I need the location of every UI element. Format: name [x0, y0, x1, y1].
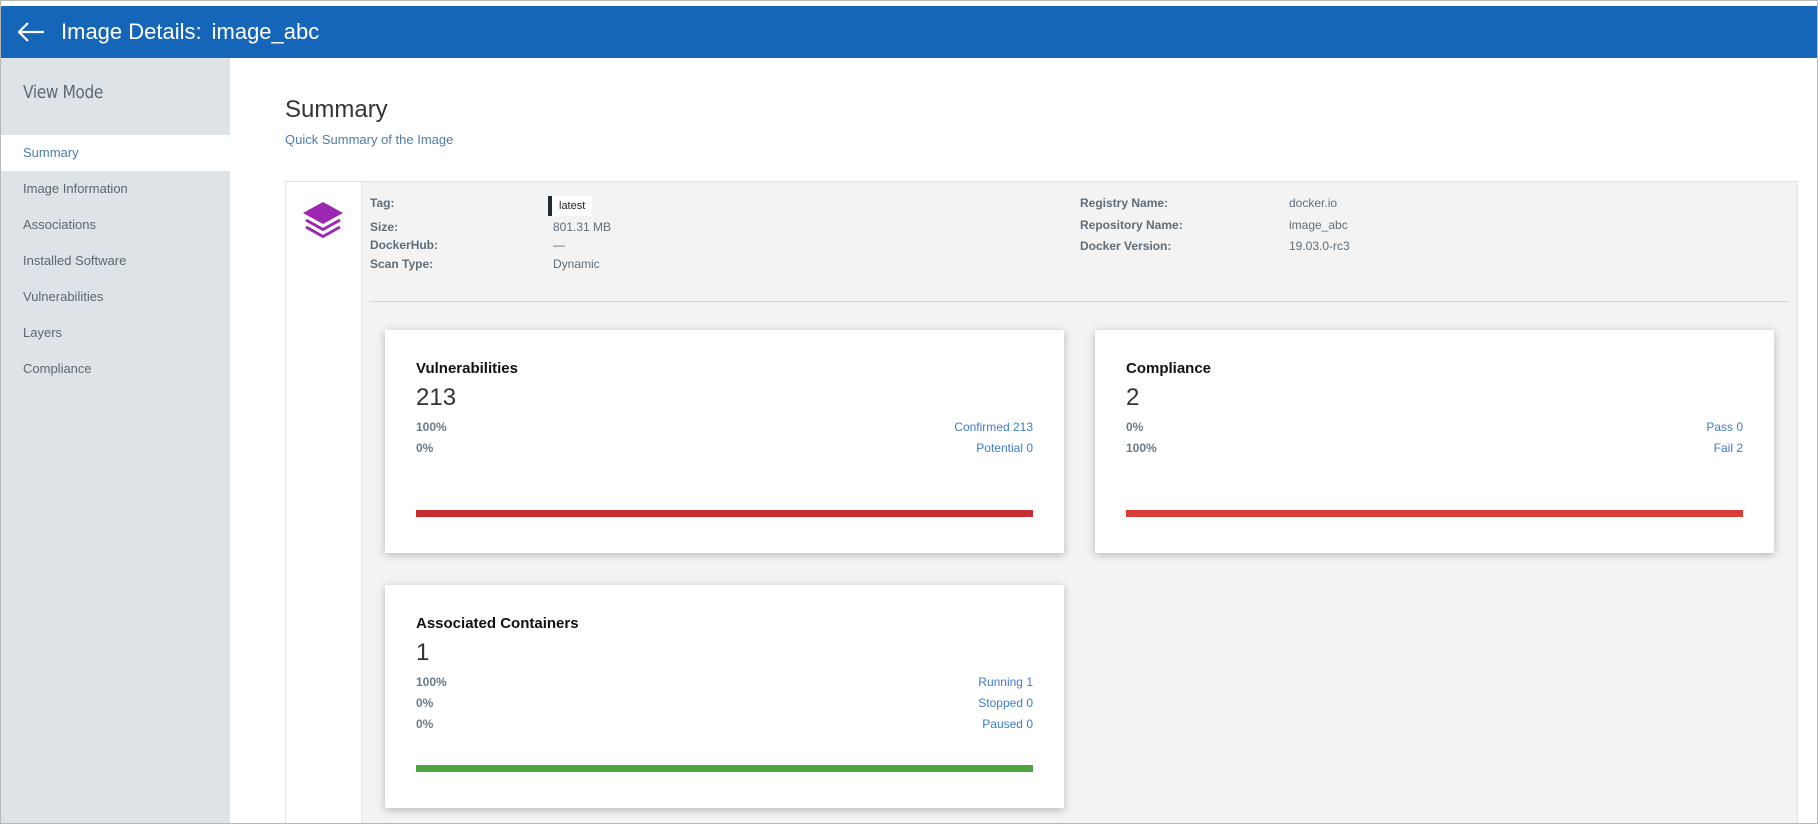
registry-name-value: docker.io — [1289, 196, 1338, 210]
size-label: Size: — [370, 220, 399, 234]
row-percent: 100% — [416, 675, 447, 689]
row-percent: 100% — [1126, 441, 1157, 455]
row-percent: 100% — [416, 420, 447, 434]
scan-type-label: Scan Type: — [370, 257, 434, 271]
potential-link[interactable]: Potential 0 — [976, 441, 1033, 455]
card-title: Compliance — [1126, 360, 1212, 377]
containers-bar — [416, 765, 1033, 772]
sidebar: View Mode Summary Image Information Asso… — [1, 58, 230, 823]
details-divider — [370, 301, 1788, 302]
compliance-card[interactable]: Compliance 2 0% Pass 0 100% Fail 2 — [1095, 330, 1774, 553]
card-title: Vulnerabilities — [416, 360, 518, 377]
card-row: 100% Running 1 — [416, 675, 1033, 693]
card-row: 100% Confirmed 213 — [416, 420, 1033, 438]
confirmed-link[interactable]: Confirmed 213 — [954, 420, 1033, 434]
card-count: 213 — [416, 384, 457, 411]
header-bar: Image Details: image_abc — [1, 6, 1817, 58]
running-link[interactable]: Running 1 — [978, 675, 1033, 689]
dockerhub-label: DockerHub: — [370, 238, 439, 252]
paused-link[interactable]: Paused 0 — [982, 717, 1033, 731]
page-title: Summary — [285, 96, 388, 123]
card-count: 1 — [416, 639, 430, 666]
repository-name-label: Repository Name: — [1080, 218, 1183, 232]
summary-panel: Tag: latest Size: 801.31 MB DockerHub: —… — [285, 181, 1798, 823]
dockerhub-value: — — [553, 238, 565, 252]
header-title-label: Image Details: — [61, 19, 202, 44]
sidebar-item-summary[interactable]: Summary — [1, 135, 230, 171]
tag-value: latest — [548, 196, 593, 216]
fail-link[interactable]: Fail 2 — [1713, 441, 1743, 455]
sidebar-item-associations[interactable]: Associations — [23, 217, 96, 232]
card-row: 0% Paused 0 — [416, 717, 1033, 735]
page-subtitle: Quick Summary of the Image — [285, 132, 454, 147]
arrow-left-icon — [17, 22, 44, 42]
row-percent: 0% — [416, 717, 434, 731]
image-icon-column — [286, 182, 362, 823]
card-row: 0% Potential 0 — [416, 441, 1033, 459]
vulnerabilities-bar — [416, 510, 1033, 517]
row-percent: 0% — [416, 696, 434, 710]
row-percent: 0% — [1126, 420, 1144, 434]
scan-type-value: Dynamic — [553, 257, 600, 271]
sidebar-item-installed-software[interactable]: Installed Software — [23, 253, 127, 268]
header-image-name: image_abc — [211, 19, 320, 44]
card-title: Associated Containers — [416, 615, 579, 632]
page-header-title: Image Details: image_abc — [61, 19, 319, 45]
top-strip — [1, 1, 1817, 6]
main-content: Summary Quick Summary of the Image Tag: … — [230, 58, 1817, 823]
tag-label: Tag: — [370, 196, 395, 210]
registry-name-label: Registry Name: — [1080, 196, 1169, 210]
vulnerabilities-card[interactable]: Vulnerabilities 213 100% Confirmed 213 0… — [385, 330, 1064, 553]
card-row: 0% Pass 0 — [1126, 420, 1743, 438]
sidebar-item-image-information[interactable]: Image Information — [23, 181, 128, 196]
card-row: 0% Stopped 0 — [416, 696, 1033, 714]
sidebar-title: View Mode — [23, 82, 103, 103]
row-percent: 0% — [416, 441, 434, 455]
pass-link[interactable]: Pass 0 — [1706, 420, 1743, 434]
sidebar-item-vulnerabilities[interactable]: Vulnerabilities — [23, 289, 104, 304]
sidebar-item-layers[interactable]: Layers — [23, 325, 63, 340]
layers-icon — [303, 202, 343, 238]
sidebar-nav: Summary Image Information Associations I… — [1, 135, 230, 387]
tag-chip: latest — [548, 196, 593, 216]
card-row: 100% Fail 2 — [1126, 441, 1743, 459]
size-value: 801.31 MB — [553, 220, 612, 234]
compliance-bar — [1126, 510, 1743, 517]
card-count: 2 — [1126, 384, 1140, 411]
back-button[interactable] — [1, 6, 61, 58]
docker-version-value: 19.03.0-rc3 — [1289, 239, 1350, 253]
stopped-link[interactable]: Stopped 0 — [978, 696, 1033, 710]
sidebar-item-compliance[interactable]: Compliance — [23, 361, 92, 376]
docker-version-label: Docker Version: — [1080, 239, 1172, 253]
repository-name-value: image_abc — [1289, 218, 1348, 232]
containers-card[interactable]: Associated Containers 1 100% Running 1 0… — [385, 585, 1064, 808]
